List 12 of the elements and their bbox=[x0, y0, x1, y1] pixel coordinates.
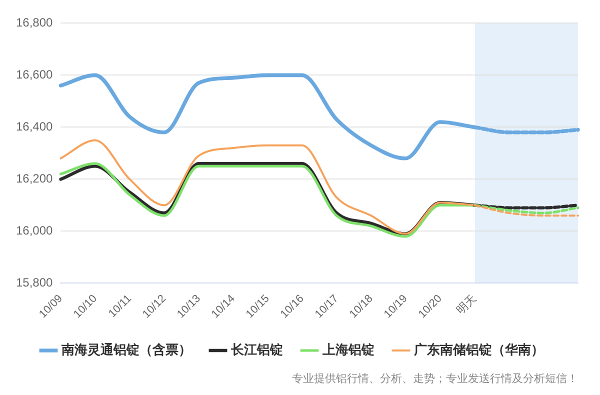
legend-label: 南海灵通铝锭（含票） bbox=[60, 342, 192, 358]
y-tick-label: 16,800 bbox=[16, 16, 54, 30]
legend-label: 长江铝锭 bbox=[230, 342, 283, 358]
x-tick-label: 明天 bbox=[454, 292, 479, 317]
y-tick-label: 16,000 bbox=[16, 224, 54, 238]
y-tick-label: 16,200 bbox=[16, 172, 54, 186]
y-tick-label: 16,600 bbox=[16, 68, 54, 82]
text: 专业提供铝行情、分析、走势；专业发送行情及分析短信！ bbox=[292, 372, 578, 385]
legend-label: 广东南储铝锭（华南） bbox=[413, 342, 544, 358]
y-tick-label: 15,800 bbox=[16, 276, 54, 290]
y-tick-label: 16,400 bbox=[16, 120, 54, 134]
legend-label: 上海铝锭 bbox=[322, 342, 374, 358]
